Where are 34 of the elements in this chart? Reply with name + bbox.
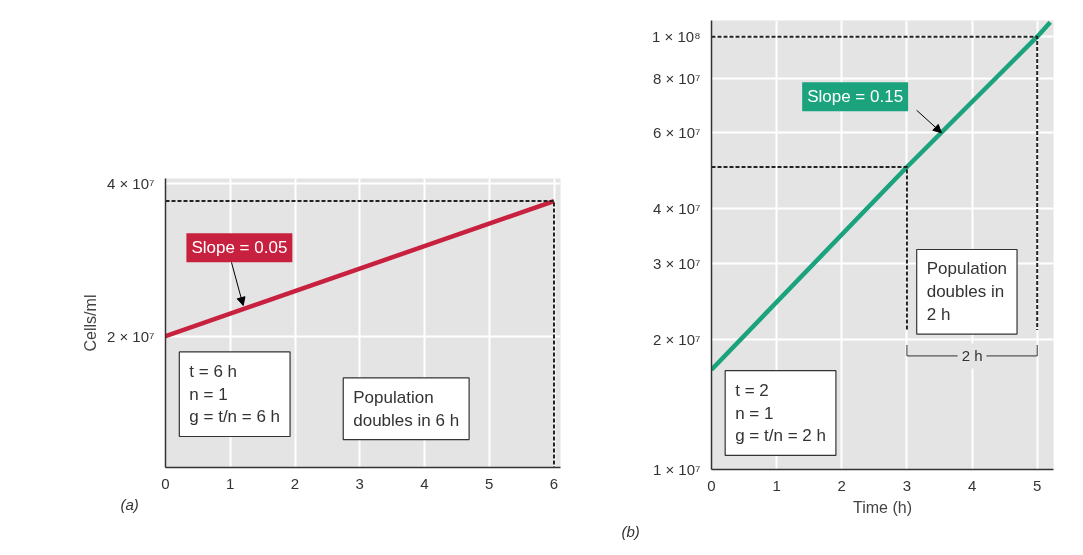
- y-tick-label: 3 × 10⁷: [652, 254, 701, 272]
- y-tick-label: 4 × 10⁷: [652, 200, 701, 218]
- x-tick-label: 0: [707, 476, 716, 494]
- annotation: Slope = 0.05: [191, 238, 288, 258]
- text: (b): [621, 522, 640, 540]
- y-tick-label: 1 × 10⁷: [652, 461, 701, 478]
- x-tick-label: 1: [226, 474, 235, 492]
- y-tick-label: 6 × 10⁷: [652, 124, 701, 142]
- annotation: Population doubles in 6 h: [353, 387, 460, 430]
- x-axis-title: Time (h): [853, 498, 912, 516]
- x-tick-label: 1: [772, 476, 781, 494]
- x-tick-label: 5: [485, 474, 494, 492]
- text: (a): [120, 495, 139, 513]
- y-axis-title: Cells/ml: [81, 294, 99, 352]
- y-tick-label: 8 × 10⁷: [652, 70, 701, 88]
- annotation: Slope = 0.15: [807, 87, 904, 107]
- x-tick-label: 2: [290, 474, 300, 492]
- y-tick-label: 1 × 10⁸: [652, 28, 701, 46]
- annotation: t = 6 h n = 1 g = t/n = 6 h: [189, 361, 281, 427]
- y-tick-label: 2 × 10⁷: [652, 330, 701, 348]
- y-tick-label: 2 × 10⁷: [106, 327, 155, 345]
- line-series: [711, 20, 1053, 373]
- x-tick-label: 0: [161, 474, 170, 492]
- x-tick-label: 2: [837, 476, 846, 494]
- x-tick-label: 4: [967, 476, 977, 494]
- y-tick-label: 4 × 10⁷: [106, 175, 155, 193]
- annotation: t = 2 n = 1 g = t/n = 2 h: [735, 380, 826, 446]
- x-tick-label: 5: [1033, 476, 1042, 494]
- annotation: 2 h: [961, 347, 983, 365]
- x-tick-label: 3: [355, 474, 364, 492]
- annotation: Population doubles in 2 h: [926, 259, 1008, 325]
- x-tick-label: 6: [549, 474, 559, 492]
- x-tick-label: 4: [420, 474, 429, 492]
- x-tick-label: 3: [902, 476, 912, 494]
